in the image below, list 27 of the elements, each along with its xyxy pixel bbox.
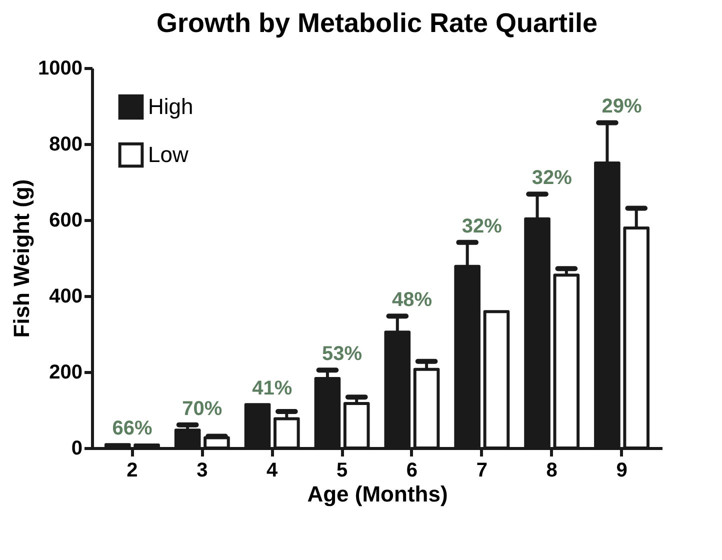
annotation: 66% bbox=[112, 418, 152, 440]
annotation: 70% bbox=[182, 398, 222, 420]
annotation: 48% bbox=[392, 289, 432, 312]
annotation: 32% bbox=[462, 215, 502, 238]
legend-label: High bbox=[148, 94, 194, 119]
x-tick-label: 5 bbox=[336, 460, 348, 482]
x-tick-label: 3 bbox=[196, 460, 208, 482]
x-tick-label: 6 bbox=[406, 460, 418, 482]
annotation: 41% bbox=[252, 378, 292, 400]
annotation: 29% bbox=[602, 96, 642, 118]
x-tick-label: 8 bbox=[546, 460, 558, 482]
y-tick-label: 1000 bbox=[38, 58, 82, 80]
x-tick-label: 9 bbox=[616, 460, 628, 482]
x-tick-label: 7 bbox=[476, 460, 488, 482]
y-tick-label: 200 bbox=[49, 362, 82, 384]
y-tick-label: 0 bbox=[71, 438, 82, 460]
annotation: 53% bbox=[322, 343, 362, 366]
x-axis-title: Age (Months) bbox=[307, 482, 448, 506]
y-axis-title: Fish Weight (g) bbox=[9, 179, 34, 338]
legend-label: Low bbox=[148, 142, 188, 167]
chart-title: Growth by Metabolic Rate Quartile bbox=[156, 8, 598, 38]
y-tick-label: 400 bbox=[49, 286, 82, 308]
y-tick-label: 600 bbox=[49, 210, 82, 232]
x-tick-label: 2 bbox=[126, 460, 138, 482]
annotation: 32% bbox=[532, 167, 572, 190]
x-tick-label: 4 bbox=[266, 460, 279, 482]
y-tick-label: 800 bbox=[49, 134, 82, 156]
